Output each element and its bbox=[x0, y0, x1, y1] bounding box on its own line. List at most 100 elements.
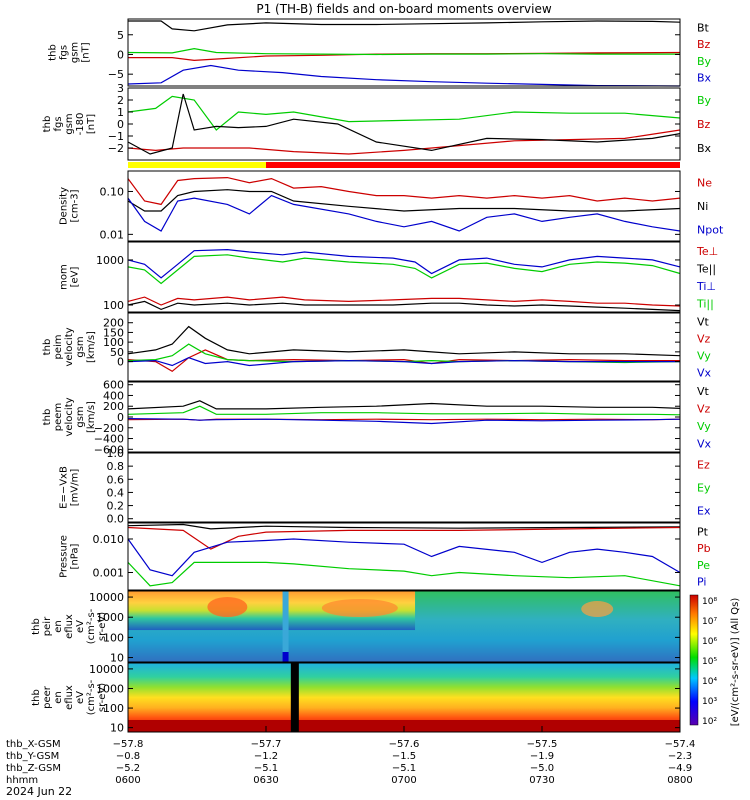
y-axis-label: velocity bbox=[64, 327, 75, 366]
legend-entry: Vt bbox=[697, 385, 710, 398]
y-axis-label: (cm²-s- bbox=[86, 679, 97, 715]
series-Ti⊥-line bbox=[127, 248, 681, 279]
y-tick-label: 1.0 bbox=[107, 447, 125, 460]
x-axis: thb_X-GSM −57.8 −57.7 −57.6 −57.5 −57.4 thb_Y-… bbox=[6, 726, 695, 786]
colorbar: 10⁸ 10⁷ 10⁶ 10⁵ 10⁴ 10³ 10² [eV/(cm²-s-sr-eV)] … bbox=[689, 594, 741, 727]
y-axis-label: [nT] bbox=[86, 114, 97, 134]
x-tick-label: −57.5 bbox=[527, 739, 558, 750]
panel-frame bbox=[127, 18, 681, 87]
y-axis-label: -180 bbox=[75, 113, 86, 136]
colorbar-tick-label: 10⁷ bbox=[702, 617, 717, 627]
series-Bz-line bbox=[127, 129, 681, 155]
y-tick-label: 10 bbox=[110, 652, 124, 665]
colorbar-gradient bbox=[689, 594, 699, 726]
x-tick-label: −57.4 bbox=[665, 739, 696, 750]
x-tick-label: −57.7 bbox=[251, 739, 282, 750]
panel-frame bbox=[127, 590, 681, 663]
panel-3: 0.01 0.10 Density [cm-3] Ne Ni Npot bbox=[59, 170, 724, 242]
series-Vt-line bbox=[127, 325, 681, 357]
mode-bar-segment bbox=[128, 162, 266, 168]
colorbar-tick-label: 10⁶ bbox=[702, 637, 717, 647]
series-Bt-line bbox=[128, 20, 681, 32]
y-tick-label: 0.8 bbox=[107, 460, 125, 473]
x-tick-label: −4.9 bbox=[668, 763, 692, 774]
series-Vz-line bbox=[127, 349, 680, 373]
series-Vx-line bbox=[127, 418, 681, 425]
colorbar-tick-label: 10² bbox=[702, 717, 717, 727]
x-tick-label: 0630 bbox=[253, 775, 278, 786]
y-axis-label: gsm bbox=[75, 406, 86, 427]
y-tick-label: −1 bbox=[108, 130, 124, 143]
legend-entry: Vy bbox=[697, 420, 711, 433]
y-tick-label: 0.10 bbox=[100, 185, 125, 198]
y-tick-label: 3 bbox=[117, 82, 124, 95]
series-Bx-line bbox=[127, 64, 681, 87]
legend-entry: Bx bbox=[697, 142, 712, 155]
y-axis-label: eflux bbox=[64, 685, 75, 710]
y-tick-label: 0 bbox=[117, 356, 124, 369]
y-axis-label: peim bbox=[53, 334, 64, 359]
y-axis-label: [eV] bbox=[70, 267, 81, 288]
colorbar-tick-label: 10³ bbox=[702, 697, 717, 707]
y-tick-label: 1000 bbox=[96, 682, 124, 695]
panel-frame bbox=[127, 170, 681, 242]
legend-entry: Te|| bbox=[696, 262, 716, 275]
y-tick-label: 0.4 bbox=[107, 486, 125, 499]
y-axis-label: thb bbox=[42, 339, 53, 356]
y-axis-label: velocity bbox=[64, 397, 75, 436]
series-Te⊥-line bbox=[127, 296, 681, 307]
y-tick-label: 100 bbox=[103, 299, 124, 312]
panel-9: 10 100 1000 10000 thb peir en eflux eV (cm²-s-sr-… bbox=[31, 590, 681, 665]
x-tick-label: 0730 bbox=[529, 775, 554, 786]
colorbar-label: [eV/(cm²-s-sr-eV)] (All Qs) bbox=[730, 598, 741, 727]
y-tick-label: 10000 bbox=[89, 663, 124, 676]
spectrogram-peak bbox=[321, 599, 398, 617]
y-tick-label: 0.2 bbox=[107, 500, 125, 513]
panel-frame bbox=[127, 312, 681, 382]
colorbar-tick-label: 10⁸ bbox=[702, 597, 717, 607]
y-axis-label: Density bbox=[59, 187, 70, 225]
spectrogram-peak bbox=[581, 601, 614, 617]
x-row-label: hhmm bbox=[6, 775, 38, 786]
y-tick-label: 1000 bbox=[96, 254, 124, 267]
y-tick-label: 0 bbox=[117, 118, 124, 131]
legend-entry: Vx bbox=[697, 437, 712, 450]
x-tick-label: −1.5 bbox=[392, 751, 416, 762]
x-row-label: thb_X-GSM bbox=[6, 739, 61, 750]
y-axis-label: eV bbox=[75, 691, 86, 704]
y-axis-label: mom bbox=[59, 264, 70, 290]
y-axis-label: sr-eV) bbox=[97, 612, 108, 641]
legend-entry: Vt bbox=[697, 316, 710, 329]
y-tick-label: 1000 bbox=[96, 611, 124, 624]
y-tick-label: 0 bbox=[117, 48, 124, 61]
x-tick-label: −5.0 bbox=[530, 763, 554, 774]
y-tick-label: 600 bbox=[103, 379, 124, 392]
y-tick-label: 0.0 bbox=[107, 513, 125, 526]
legend-entry: Bz bbox=[697, 118, 711, 131]
panel-frame bbox=[127, 87, 681, 161]
panel-10: 10 100 1000 10000 thb peer en eflux eV (cm²-s-sr-… bbox=[31, 662, 681, 735]
series-Ni-line bbox=[127, 189, 681, 212]
y-axis-label: [nT] bbox=[81, 42, 92, 62]
y-tick-label: −5 bbox=[108, 68, 124, 81]
y-axis-label: E=−VxB bbox=[59, 466, 70, 509]
x-tick-label: −0.8 bbox=[116, 751, 140, 762]
x-tick-label: −5.1 bbox=[392, 763, 416, 774]
y-axis-label: en bbox=[53, 691, 64, 704]
y-tick-label: 0.010 bbox=[93, 533, 125, 546]
y-tick-label: 200 bbox=[103, 317, 124, 330]
y-axis-label: [km/s] bbox=[86, 401, 97, 433]
series-By-line bbox=[127, 95, 681, 131]
legend-entry: Ti|| bbox=[696, 297, 714, 310]
series-Bx-line bbox=[127, 93, 681, 155]
series-Te||-line bbox=[127, 300, 681, 312]
y-tick-label: 0.01 bbox=[100, 228, 125, 241]
x-tick-label: −1.2 bbox=[254, 751, 278, 762]
date-label: 2024 Jun 22 bbox=[6, 785, 72, 798]
y-tick-label: 10 bbox=[110, 722, 124, 735]
series-Ne-line bbox=[127, 176, 681, 206]
series-Vt-line bbox=[127, 400, 681, 410]
